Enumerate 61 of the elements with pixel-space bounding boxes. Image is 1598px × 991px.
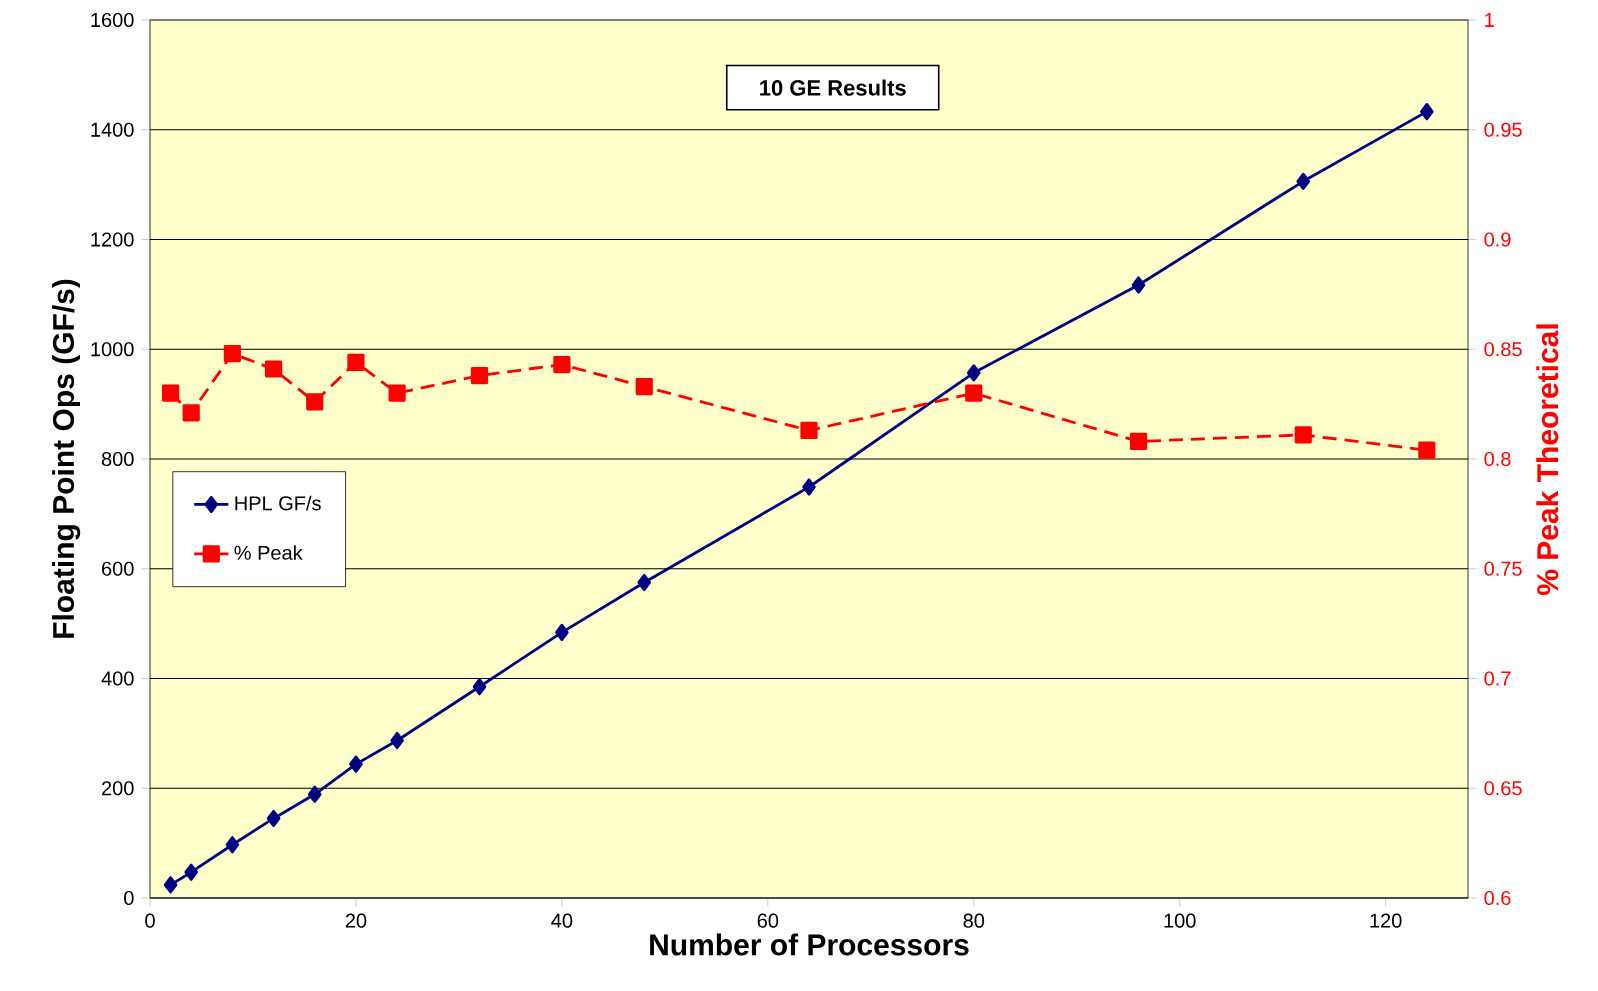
y2-tick-label: 0.6 xyxy=(1484,890,1511,906)
x-tick-label: 40 xyxy=(551,913,573,928)
y2-tick-label: 1 xyxy=(1485,13,1494,27)
x-tick-label: 0 xyxy=(145,913,155,928)
point xyxy=(223,345,241,363)
point xyxy=(307,785,322,803)
y-tick-label: 600 xyxy=(102,561,134,576)
point xyxy=(802,478,816,496)
y-tick-label: 1400 xyxy=(91,122,134,137)
point xyxy=(264,360,283,378)
y-tick-label: 1600 xyxy=(91,12,134,28)
point xyxy=(182,404,200,422)
point xyxy=(349,755,363,773)
point xyxy=(388,384,406,402)
y2-tick-label: 0.7 xyxy=(1484,671,1511,686)
y-tick-label: 0 xyxy=(124,890,134,906)
point xyxy=(965,384,983,402)
point xyxy=(347,353,365,372)
point xyxy=(555,623,569,641)
legend-label: % Peak xyxy=(234,545,303,560)
y2-tick-label: 0.8 xyxy=(1484,451,1511,467)
point xyxy=(184,863,198,881)
point xyxy=(225,836,240,854)
point xyxy=(635,377,653,396)
x-tick-label: 80 xyxy=(963,913,985,928)
point xyxy=(553,356,571,374)
y-axis-title: Floating Point Ops (GF/s) xyxy=(52,279,81,638)
point xyxy=(1129,432,1148,451)
point xyxy=(1296,172,1311,190)
point xyxy=(800,421,818,440)
point xyxy=(162,384,180,402)
point xyxy=(306,393,324,411)
y-tick-label: 400 xyxy=(101,671,134,686)
y2-axis-title: % Peak Theoretical xyxy=(1536,324,1559,595)
y2-tick-label: 0.85 xyxy=(1484,342,1522,357)
y-tick-label: 800 xyxy=(101,451,134,467)
point xyxy=(1131,276,1146,294)
point xyxy=(163,876,178,894)
point xyxy=(390,731,404,750)
point xyxy=(1418,441,1436,459)
point xyxy=(637,573,652,592)
x-tick-label: 120 xyxy=(1370,913,1402,928)
text: 10 GE Results xyxy=(760,79,906,96)
y2-tick-label: 0.9 xyxy=(1484,232,1511,247)
point xyxy=(966,364,981,382)
y-tick-label: 1200 xyxy=(91,232,134,247)
x-tick-label: 20 xyxy=(345,913,367,928)
x-axis-title: Number of Processors xyxy=(650,933,969,956)
point xyxy=(1294,426,1312,444)
y2-tick-label: 0.65 xyxy=(1484,781,1522,796)
point xyxy=(472,678,487,696)
point xyxy=(1420,103,1434,121)
legend-label: HPL GF/s xyxy=(235,495,321,511)
y2-tick-label: 0.95 xyxy=(1484,122,1522,137)
x-tick-label: 60 xyxy=(757,913,779,928)
x-tick-label: 100 xyxy=(1164,913,1196,928)
point xyxy=(266,809,281,828)
point xyxy=(470,366,489,385)
y2-tick-label: 0.75 xyxy=(1484,561,1522,576)
y-tick-label: 1000 xyxy=(91,342,134,357)
y-tick-label: 200 xyxy=(102,781,134,796)
